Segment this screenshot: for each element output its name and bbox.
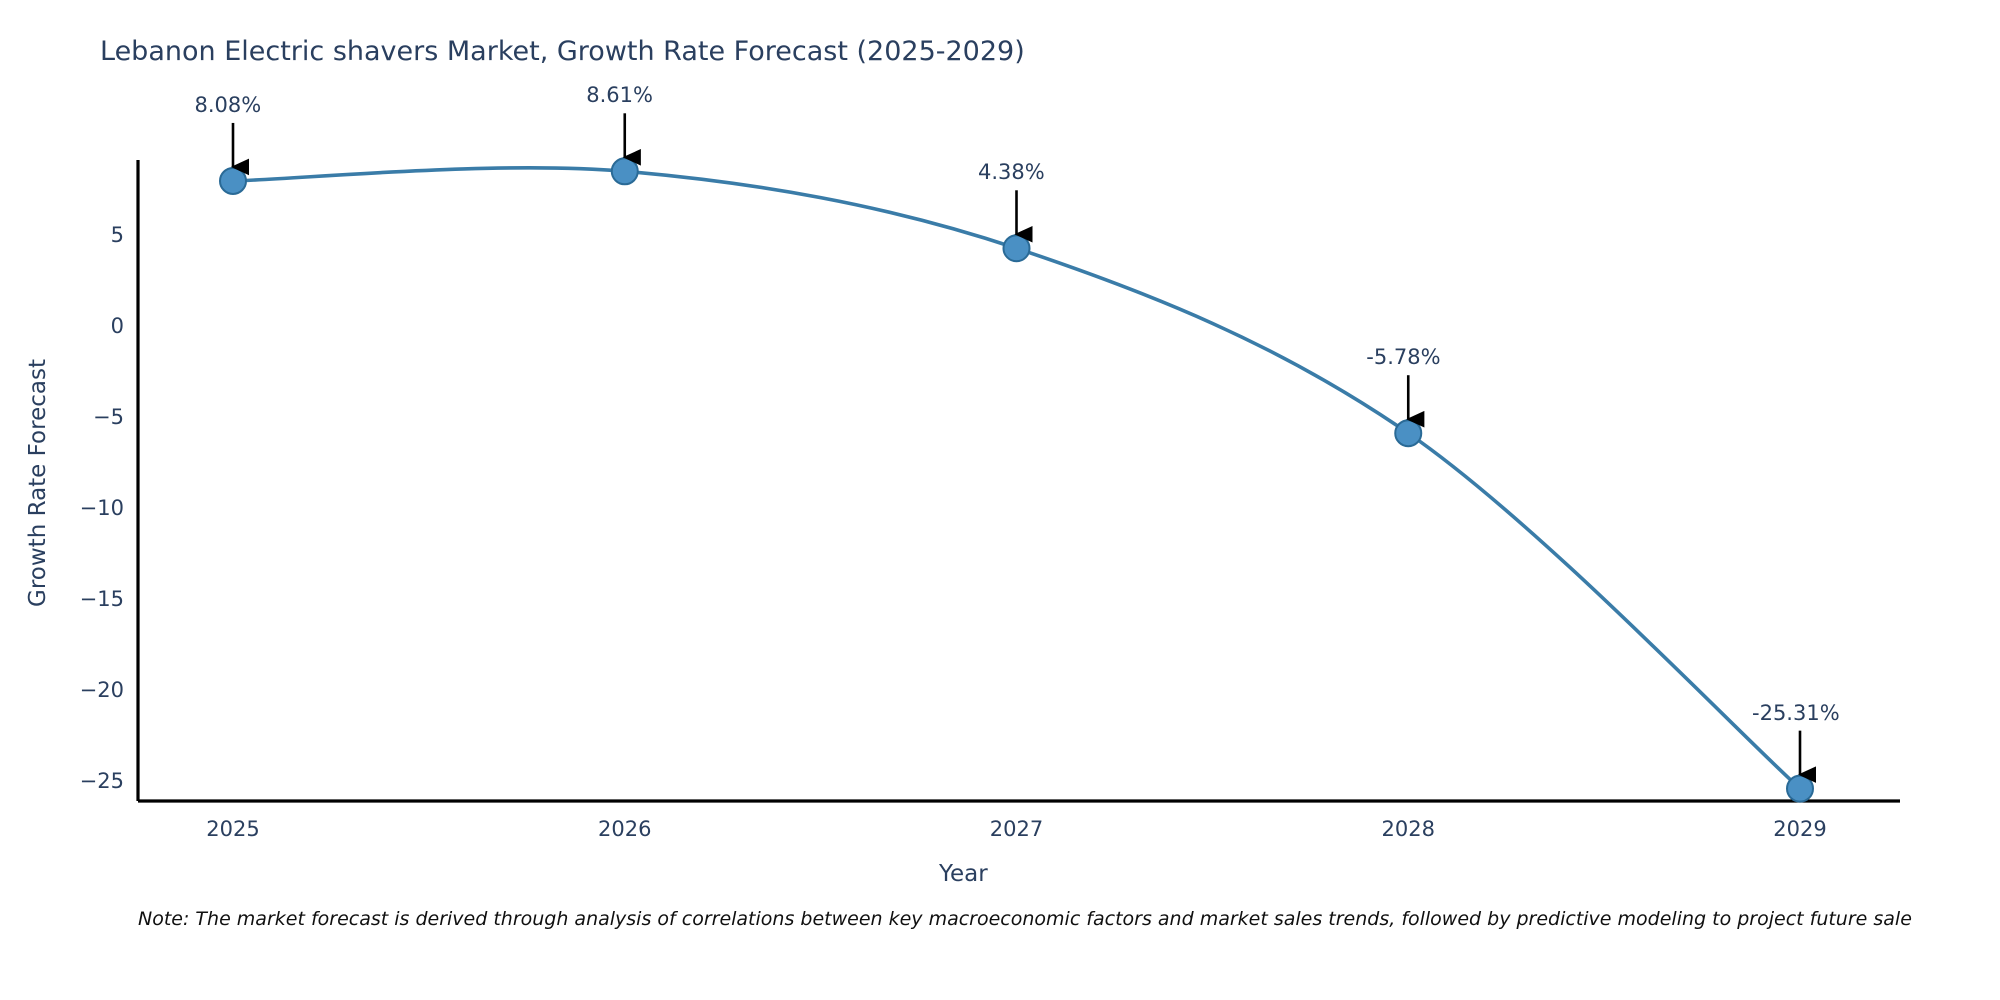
- data-point-marker: [1394, 419, 1423, 448]
- y-axis-tick-label: 0: [110, 314, 124, 338]
- annotation-arrows: [230, 113, 1817, 783]
- data-point-marker: [1786, 774, 1814, 803]
- y-axis-tick-label: −25: [79, 769, 124, 793]
- data-point-label: 8.61%: [586, 83, 653, 108]
- y-axis-title: Growth Rate Forecast: [25, 359, 51, 607]
- y-axis-tick-label: 5: [110, 223, 124, 247]
- y-axis-tick-label: −20: [79, 678, 124, 702]
- x-axis-tick-label: 2027: [989, 817, 1044, 841]
- x-axis-tick-label: 2028: [1381, 817, 1435, 841]
- y-axis-tick-label: −5: [93, 405, 124, 429]
- x-axis-tick-label: 2026: [598, 817, 652, 841]
- data-point-label: -25.31%: [1752, 700, 1840, 725]
- data-point-label: 8.08%: [194, 92, 262, 117]
- data-series-line: [231, 166, 1802, 791]
- x-axis-title: Year: [939, 861, 988, 887]
- chart-title: Lebanon Electric shavers Market, Growth …: [100, 36, 1025, 67]
- x-axis-tick-label: 2029: [1773, 817, 1827, 841]
- data-point-marker: [1002, 234, 1031, 263]
- x-axis-tick-label: 2025: [206, 817, 260, 841]
- chart-footnote: Note: The market forecast is derived thr…: [138, 908, 1912, 930]
- data-point-marker: [219, 166, 247, 195]
- data-point-label: 4.38%: [978, 160, 1045, 185]
- data-point-marker: [610, 157, 639, 186]
- data-point-markers: [219, 157, 1814, 803]
- data-point-label: -5.78%: [1366, 345, 1441, 370]
- y-axis-tick-label: −10: [79, 496, 124, 520]
- y-axis-tick-label: −15: [79, 587, 124, 611]
